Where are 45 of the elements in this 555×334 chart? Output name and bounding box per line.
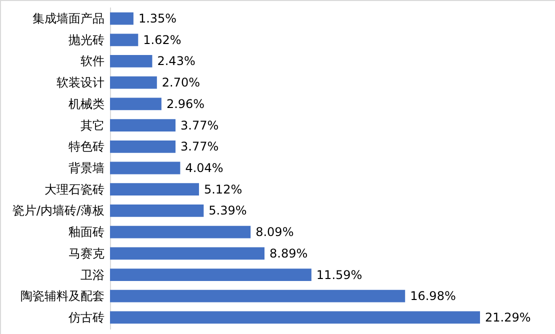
y-tick-label: 软件 (80, 54, 104, 68)
y-tick-label: 陶瓷辅料及配套 (20, 289, 104, 304)
data-label: 8.89% (270, 246, 308, 260)
bar (110, 162, 180, 174)
y-tick-label: 釉面砖 (68, 225, 104, 240)
data-label: 5.12% (204, 182, 242, 196)
bar (110, 119, 176, 132)
bar (110, 247, 264, 260)
y-tick-label: 集成墙面产品 (32, 12, 104, 26)
y-tick-label: 仿古砖 (68, 310, 104, 324)
data-label: 1.62% (143, 32, 182, 47)
bar (110, 226, 251, 238)
data-label: 16.98% (410, 289, 456, 304)
data-label: 11.59% (316, 268, 362, 282)
bar (110, 204, 204, 217)
bar (110, 183, 199, 196)
data-label: 2.96% (166, 96, 205, 111)
data-label: 5.39% (208, 204, 247, 218)
data-label: 4.04% (185, 161, 224, 175)
bar (110, 55, 152, 68)
y-tick-label: 特色砖 (68, 140, 104, 154)
bar (110, 76, 157, 89)
y-tick-label: 大理石瓷砖 (44, 182, 104, 196)
y-tick-label: 瓷片/内墙砖/薄板 (12, 204, 104, 218)
bar (110, 268, 312, 281)
y-tick-label: 卫浴 (80, 268, 104, 282)
bar (110, 98, 162, 110)
data-label: 2.43% (157, 54, 196, 68)
bar (110, 140, 176, 153)
y-tick-label: 软装设计 (56, 76, 104, 90)
y-tick-label: 机械类 (68, 96, 104, 111)
y-tick-label: 马赛克 (68, 246, 104, 260)
bar (110, 290, 406, 302)
y-tick-label: 背景墙 (68, 161, 104, 175)
bar (110, 311, 480, 324)
data-label: 8.09% (256, 225, 294, 240)
bar (110, 34, 138, 46)
data-label: 21.29% (485, 310, 531, 324)
data-label: 2.70% (162, 76, 200, 90)
y-tick-label: 抛光砖 (68, 32, 104, 47)
data-label: 3.77% (180, 118, 219, 132)
data-label: 3.77% (180, 140, 219, 154)
data-label: 1.35% (138, 12, 177, 26)
y-tick-label: 其它 (80, 118, 104, 132)
bar (110, 12, 134, 25)
